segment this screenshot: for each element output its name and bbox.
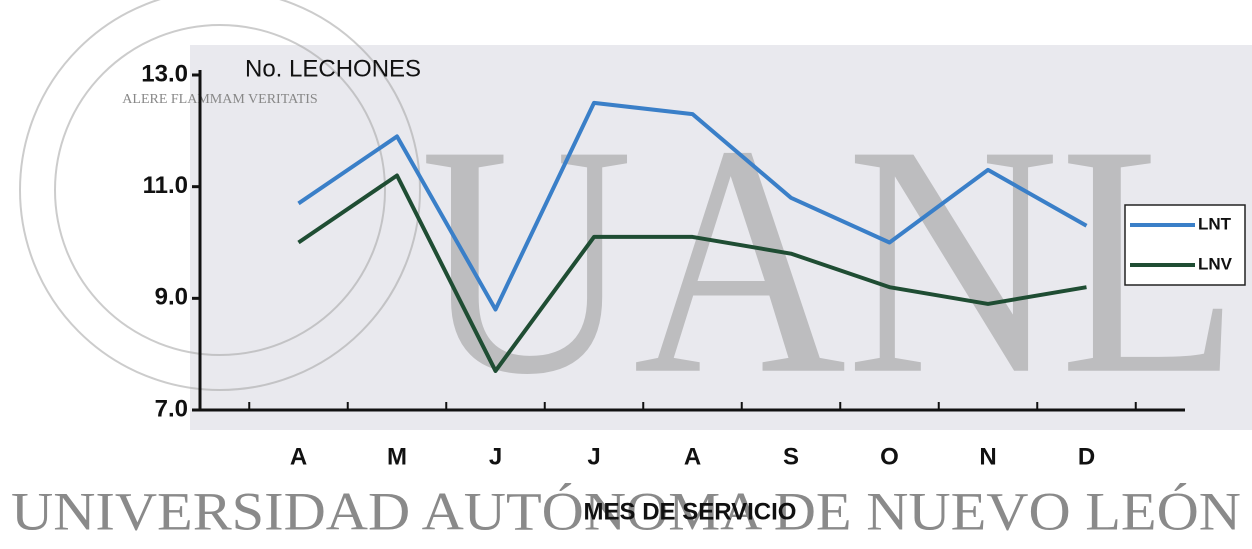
x-tick-label: J [489,443,502,470]
y-tick-label: 13.0 [141,60,188,87]
x-tick-label: S [783,443,799,470]
x-tick-label: N [979,443,996,470]
legend [1124,204,1246,286]
y-tick-label: 11.0 [143,172,188,199]
plot-background [190,45,1252,430]
y-tick-label: 7.0 [155,395,188,422]
watermark-letters: UANL [420,78,1240,443]
x-tick-label: M [387,443,407,470]
x-tick-label: A [684,443,701,470]
x-tick-label: D [1078,443,1095,470]
watermark-seal [54,24,386,356]
watermark-motto: ALERE FLAMMAM VERITATIS [122,92,317,107]
legend-label: LNV [1198,254,1233,273]
watermark-seal [19,0,421,391]
x-tick-label: A [290,443,307,470]
watermark-university: UNIVERSIDAD AUTÓNOMA DE NUEVO LEÓN [11,481,1241,541]
line-series [297,173,1087,373]
x-tick-label: J [587,443,600,470]
x-tick-label: O [880,443,899,470]
y-axis-label: No. LECHONES [245,55,421,82]
line-series [297,100,1088,312]
x-axis-label: MES DE SERVICIO [584,498,797,525]
y-tick-label: 9.0 [155,284,188,311]
legend-label: LNT [1198,214,1232,233]
